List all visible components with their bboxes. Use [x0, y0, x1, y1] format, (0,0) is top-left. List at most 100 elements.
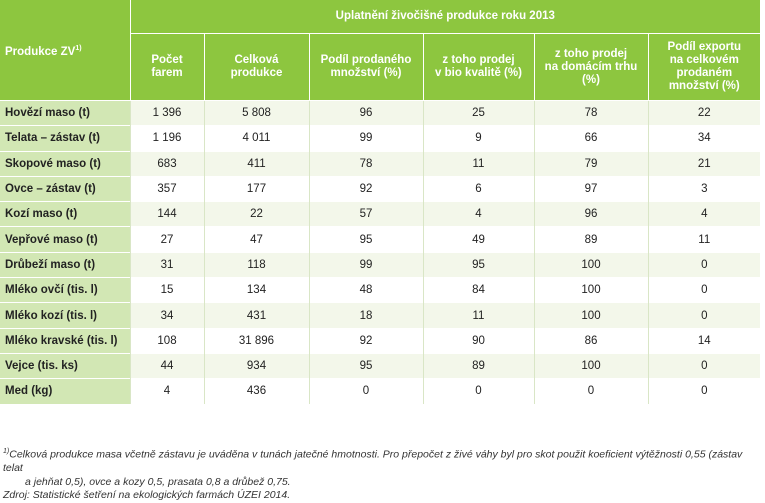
- table-cell: 48: [308, 277, 423, 303]
- table-cell: 78: [533, 99, 648, 126]
- table-cell: 90: [422, 327, 534, 354]
- footnote: 1)Celková produkce masa včetně zástavu j…: [3, 445, 763, 476]
- row-label: Med (kg): [0, 378, 130, 404]
- row-label: Mléko kozí (tis. l): [0, 302, 130, 329]
- table-cell: 14: [647, 327, 761, 354]
- table-row: Drůbeží maso (t) 31 118 99 95 100 0: [0, 251, 761, 278]
- table-cell: 357: [129, 175, 204, 202]
- table-cell: 100: [533, 302, 648, 329]
- table-cell: 436: [203, 378, 309, 404]
- table-cell: 31: [129, 251, 204, 278]
- table-cell: 108: [129, 327, 204, 354]
- table-cell: 97: [533, 175, 648, 202]
- table-cell: 100: [533, 277, 648, 303]
- row-label: Skopové maso (t): [0, 150, 130, 177]
- table-cell: 4: [129, 378, 204, 404]
- table-cell: 15: [129, 277, 204, 303]
- table-cell: 3: [647, 175, 761, 202]
- source-note: Zdroj: Statistické šetření na ekologický…: [3, 489, 291, 501]
- table-cell: 86: [533, 327, 648, 354]
- production-table: Produkce ZV1) Uplatnění živočišné produk…: [0, 0, 761, 404]
- table-cell: 27: [129, 226, 204, 253]
- table-cell: 92: [308, 327, 423, 354]
- table-cell: 100: [533, 251, 648, 278]
- table-cell: 4: [422, 201, 534, 227]
- row-header-label: Produkce ZV: [5, 45, 76, 58]
- table-cell: 22: [647, 99, 761, 126]
- table-cell: 177: [203, 175, 309, 202]
- table-row: Kozí maso (t) 144 22 57 4 96 4: [0, 201, 761, 227]
- table-cell: 96: [533, 201, 648, 227]
- table-cell: 95: [308, 226, 423, 253]
- table-row: Mléko ovčí (tis. l) 15 134 48 84 100 0: [0, 277, 761, 303]
- column-header: Podíl exportu na celkovém prodaném množs…: [647, 33, 761, 101]
- table-cell: 22: [203, 201, 309, 227]
- column-header: Celková produkce: [203, 33, 309, 101]
- table-cell: 0: [308, 378, 423, 404]
- row-label: Telata – zástav (t): [0, 125, 130, 152]
- table-cell: 95: [308, 352, 423, 379]
- column-header: z toho prodej na domácím trhu (%): [533, 33, 648, 101]
- table-cell: 11: [422, 302, 534, 329]
- table-cell: 11: [422, 150, 534, 177]
- table-cell: 0: [647, 277, 761, 303]
- table-row: Ovce – zástav (t) 357 177 92 6 97 3: [0, 175, 761, 202]
- table-cell: 34: [129, 302, 204, 329]
- row-label: Ovce – zástav (t): [0, 175, 130, 202]
- table-cell: 0: [647, 302, 761, 329]
- table-cell: 49: [422, 226, 534, 253]
- column-header: Podíl prodaného množství (%): [308, 33, 423, 101]
- table-cell: 99: [308, 251, 423, 278]
- table-cell: 6: [422, 175, 534, 202]
- table-cell: 0: [647, 378, 761, 404]
- row-label: Kozí maso (t): [0, 201, 130, 227]
- table-cell: 34: [647, 125, 761, 152]
- table-cell: 118: [203, 251, 309, 278]
- table-row: Vejce (tis. ks) 44 934 95 89 100 0: [0, 352, 761, 379]
- table-cell: 84: [422, 277, 534, 303]
- footnote-text: Celková produkce masa včetně zástavu je …: [3, 448, 743, 475]
- table-cell: 47: [203, 226, 309, 253]
- table-cell: 78: [308, 150, 423, 177]
- table-cell: 57: [308, 201, 423, 227]
- row-label: Mléko kravské (tis. l): [0, 327, 130, 354]
- table-cell: 89: [422, 352, 534, 379]
- table-cell: 95: [422, 251, 534, 278]
- table-cell: 0: [422, 378, 534, 404]
- row-header-cell: Produkce ZV1): [0, 0, 130, 101]
- row-label: Drůbeží maso (t): [0, 251, 130, 278]
- group-header: Uplatnění živočišné produkce roku 2013: [129, 0, 761, 34]
- table-row: Mléko kozí (tis. l) 34 431 18 11 100 0: [0, 302, 761, 329]
- table-cell: 4: [647, 201, 761, 227]
- table-cell: 1 396: [129, 99, 204, 126]
- table-cell: 9: [422, 125, 534, 152]
- table-cell: 99: [308, 125, 423, 152]
- table-cell: 21: [647, 150, 761, 177]
- row-label: Mléko ovčí (tis. l): [0, 277, 130, 303]
- table-cell: 4 011: [203, 125, 309, 152]
- table-row: Vepřové maso (t) 27 47 95 49 89 11: [0, 226, 761, 253]
- column-header: Počet farem: [129, 33, 204, 101]
- table-row: Skopové maso (t) 683 411 78 11 79 21: [0, 150, 761, 177]
- footnote-marker: 1): [3, 448, 10, 455]
- table-row: Telata – zástav (t) 1 196 4 011 99 9 66 34: [0, 125, 761, 152]
- footnote-continuation: a jehňat 0,5), ovce a kozy 0,5, prasata …: [25, 475, 291, 488]
- table-cell: 1 196: [129, 125, 204, 152]
- table-cell: 934: [203, 352, 309, 379]
- table-cell: 66: [533, 125, 648, 152]
- table-cell: 25: [422, 99, 534, 126]
- table-row: Med (kg) 4 436 0 0 0 0: [0, 378, 761, 404]
- table-cell: 100: [533, 352, 648, 379]
- table-cell: 89: [533, 226, 648, 253]
- table-cell: 18: [308, 302, 423, 329]
- table-cell: 96: [308, 99, 423, 126]
- table-cell: 11: [647, 226, 761, 253]
- table-cell: 431: [203, 302, 309, 329]
- row-label: Vepřové maso (t): [0, 226, 130, 253]
- table-footer: 1)Celková produkce masa včetně zástavu j…: [3, 445, 763, 503]
- table-cell: 5 808: [203, 99, 309, 126]
- row-label: Hovězí maso (t): [0, 99, 130, 126]
- table-cell: 0: [533, 378, 648, 404]
- table-cell: 79: [533, 150, 648, 177]
